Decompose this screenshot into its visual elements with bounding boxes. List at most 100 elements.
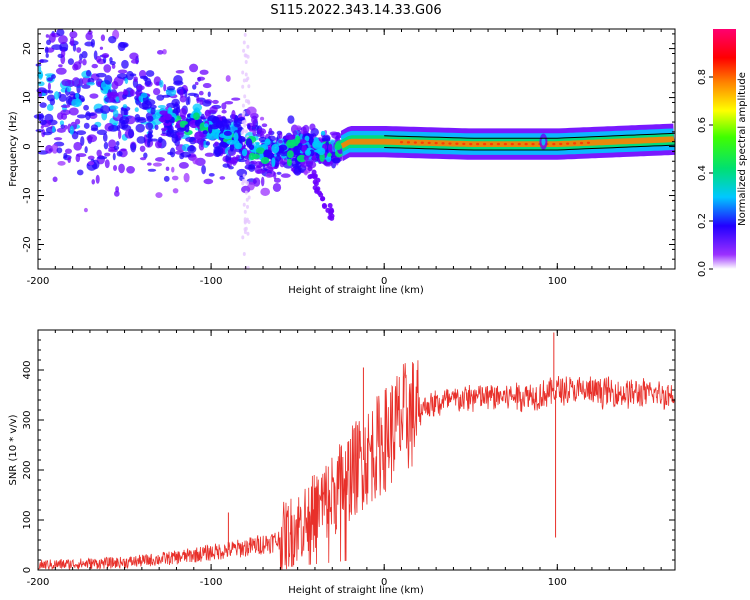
spectrogram-cell xyxy=(263,149,272,156)
spectrogram-cell xyxy=(166,85,176,91)
spectrogram-cell xyxy=(251,115,258,125)
spectrogram-cell xyxy=(163,84,167,92)
spectrogram-cell xyxy=(229,143,235,152)
spectrogram-cell xyxy=(58,35,68,45)
spectrogram-cell xyxy=(96,149,102,157)
spectrogram-cell xyxy=(246,76,250,81)
spectrogram-cell xyxy=(147,162,152,166)
spectrogram-cell xyxy=(201,100,212,107)
spectrogram-cell xyxy=(115,141,120,146)
spectrogram-cell xyxy=(165,166,170,171)
spectrogram-cell xyxy=(116,125,121,132)
snr-y-tick-label: 300 xyxy=(22,410,33,429)
spectrogram-cell xyxy=(64,148,73,154)
spectrogram-cell xyxy=(331,157,341,164)
spectrogram-cell xyxy=(67,58,74,65)
spectrogram-y-axis-label: Frequency (Hz) xyxy=(8,111,19,187)
spectrogram-cell xyxy=(245,138,253,148)
spectrogram-cell xyxy=(231,97,241,101)
spectrogram-x-tick-label: 100 xyxy=(548,276,567,287)
spectrogram-cell xyxy=(85,111,91,121)
spectrogram-cell xyxy=(246,44,250,49)
colorbar-ticks: 0.0 0.2 0.4 0.6 0.8 xyxy=(697,69,713,277)
spectrogram-cell xyxy=(279,159,285,168)
spectrogram-cell xyxy=(171,166,175,173)
spectrogram-cell xyxy=(69,31,78,39)
spectrogram-cell xyxy=(104,159,110,169)
spectrogram-cell xyxy=(192,112,200,121)
spectrogram-cell xyxy=(136,85,145,91)
spectrogram-cell xyxy=(39,119,47,126)
spectrogram-cell xyxy=(309,149,315,157)
spectrogram-cell xyxy=(148,128,153,135)
spectrogram-cell xyxy=(242,173,246,178)
spectrogram-cell xyxy=(285,134,296,140)
spectrogram-cell xyxy=(244,59,248,64)
spectrogram-cell xyxy=(244,72,248,77)
spectrogram-cell xyxy=(260,187,271,196)
spectrogram-cell xyxy=(192,103,203,112)
spectrogram-cell xyxy=(304,149,311,156)
spectrogram-cell xyxy=(108,139,117,149)
spectrogram-cell xyxy=(178,162,189,169)
spectrogram-cell xyxy=(524,142,528,146)
spectrogram-cell xyxy=(60,49,66,58)
spectrogram-cell xyxy=(273,171,277,180)
spectrogram-cell xyxy=(126,166,135,174)
spectrogram-cell xyxy=(222,118,234,124)
spectrogram-cell xyxy=(118,163,125,174)
spectrogram-y-tick-label: -20 xyxy=(22,236,33,252)
spectrogram-cell xyxy=(197,76,206,81)
spectrogram-cell xyxy=(112,109,119,118)
spectrogram-cell xyxy=(59,120,65,126)
spectrogram-cell xyxy=(101,52,110,59)
spectrogram-cell xyxy=(246,231,250,236)
spectrogram-cell xyxy=(38,65,42,72)
spectrogram-cell xyxy=(252,124,256,128)
spectrogram-cell xyxy=(280,173,291,178)
spectrogram-cell xyxy=(68,91,75,96)
spectrogram-cell xyxy=(97,155,108,160)
spectrogram-cell xyxy=(49,98,56,106)
spectrogram-cell xyxy=(38,70,43,80)
spectrogram-y-tick-label: 10 xyxy=(22,91,33,104)
spectrogram-cell xyxy=(67,157,71,164)
spectrogram-cell xyxy=(278,139,283,144)
spectrogram-cell xyxy=(145,122,154,130)
spectrogram-cell xyxy=(80,136,85,146)
snr-series-line xyxy=(37,360,676,571)
spectrogram-cell xyxy=(73,141,83,151)
spectrogram-cell xyxy=(193,139,201,144)
snr-y-axis-label: SNR (10 * v/v) xyxy=(8,414,19,485)
colorbar-gradient xyxy=(713,29,736,269)
spectrogram-cell xyxy=(143,152,148,159)
spectrogram-cell xyxy=(244,129,248,134)
spectrogram-cell xyxy=(69,125,75,135)
spectrogram-cell xyxy=(45,53,49,58)
spectrogram-cell xyxy=(420,141,424,144)
spectrogram-heat-layer xyxy=(33,28,676,271)
spectrogram-cell xyxy=(469,142,473,146)
spectrogram-cell xyxy=(448,142,452,145)
spectrogram-cell xyxy=(434,141,438,145)
spectrogram-cell xyxy=(76,169,84,176)
spectrogram-cell xyxy=(117,41,126,52)
spectrogram-cell xyxy=(122,104,128,109)
spectrogram-cell xyxy=(163,175,170,182)
spectrogram-cell xyxy=(219,176,226,180)
spectrogram-cell xyxy=(180,151,192,158)
spectrogram-cell xyxy=(252,177,261,187)
spectrogram-cell xyxy=(150,107,156,115)
spectrogram-cell xyxy=(83,122,90,129)
spectrogram-cell xyxy=(212,99,219,104)
spectrogram-cell xyxy=(399,140,404,144)
spectrogram-x-tick-label: -200 xyxy=(27,276,50,287)
spectrogram-cell xyxy=(126,70,134,81)
spectrogram-cell xyxy=(294,125,302,131)
spectrogram-cell xyxy=(198,90,204,96)
colorbar-tick-label: 0.8 xyxy=(697,69,708,85)
spectrogram-cell xyxy=(247,195,251,200)
